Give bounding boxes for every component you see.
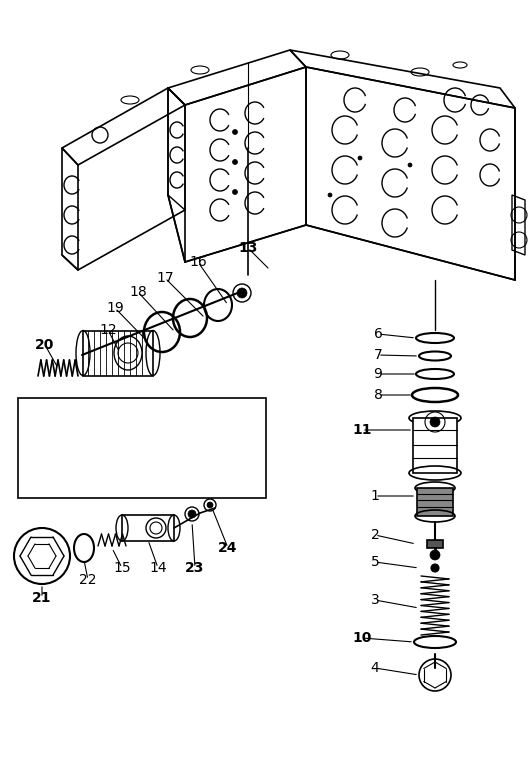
Text: 1: 1 bbox=[371, 489, 380, 503]
Circle shape bbox=[237, 288, 247, 298]
Circle shape bbox=[188, 510, 196, 518]
Text: 12: 12 bbox=[99, 323, 117, 337]
Text: 11: 11 bbox=[352, 423, 372, 437]
Text: 7: 7 bbox=[374, 348, 382, 362]
Text: 21: 21 bbox=[32, 591, 52, 605]
Circle shape bbox=[233, 129, 237, 135]
Circle shape bbox=[358, 156, 362, 160]
Bar bbox=[413, 418, 457, 473]
Text: 8: 8 bbox=[374, 388, 382, 402]
Text: 5: 5 bbox=[371, 555, 379, 569]
Circle shape bbox=[431, 564, 439, 572]
Text: 22: 22 bbox=[79, 573, 97, 587]
Circle shape bbox=[430, 417, 440, 427]
Text: 6: 6 bbox=[374, 327, 382, 341]
Text: 20: 20 bbox=[36, 338, 55, 352]
Text: 17: 17 bbox=[156, 271, 174, 285]
Text: 24: 24 bbox=[218, 541, 238, 555]
Text: 19: 19 bbox=[106, 301, 124, 315]
Circle shape bbox=[430, 550, 440, 560]
Circle shape bbox=[233, 160, 237, 164]
Text: 3: 3 bbox=[371, 593, 379, 607]
Text: 16: 16 bbox=[189, 255, 207, 269]
Text: 14: 14 bbox=[149, 561, 167, 575]
Circle shape bbox=[233, 189, 237, 195]
Text: 18: 18 bbox=[129, 285, 147, 299]
Bar bbox=[427, 540, 443, 548]
Text: 15: 15 bbox=[113, 561, 131, 575]
Text: 2: 2 bbox=[371, 528, 379, 542]
Circle shape bbox=[207, 502, 213, 508]
Bar bbox=[83, 331, 153, 376]
Text: 13: 13 bbox=[238, 241, 258, 255]
Text: 4: 4 bbox=[371, 661, 379, 675]
Text: 9: 9 bbox=[374, 367, 382, 381]
Circle shape bbox=[408, 163, 412, 167]
Bar bbox=[18, 398, 266, 498]
Text: 10: 10 bbox=[352, 631, 372, 645]
Bar bbox=[417, 488, 453, 516]
Bar bbox=[122, 515, 174, 541]
Text: 23: 23 bbox=[185, 561, 204, 575]
Circle shape bbox=[328, 193, 332, 197]
